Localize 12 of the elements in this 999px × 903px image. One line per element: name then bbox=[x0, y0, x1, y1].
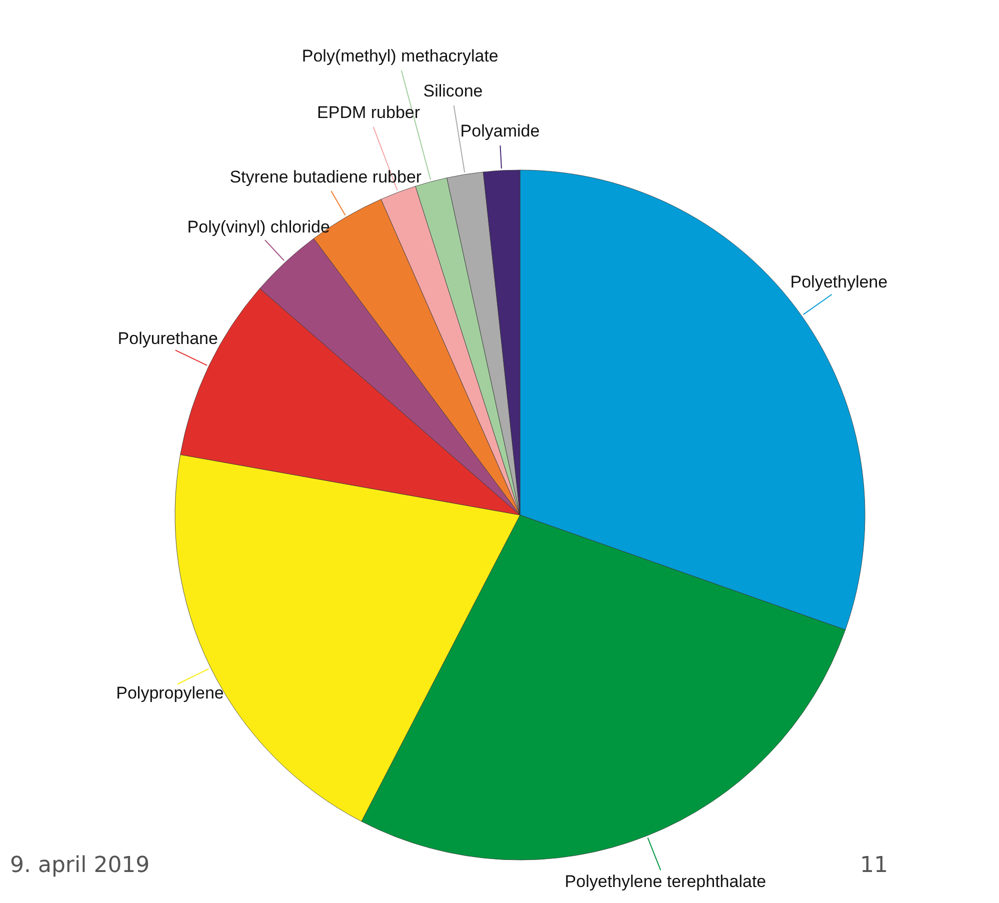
slice-label: Polyamide bbox=[460, 122, 540, 141]
slice-label: Poly(vinyl) chloride bbox=[187, 217, 330, 236]
slice-label: Polyurethane bbox=[118, 329, 218, 348]
slice-label: Styrene butadiene rubber bbox=[230, 168, 422, 187]
slice-label: Polyethylene terephthalate bbox=[564, 872, 766, 891]
slice-label: Polypropylene bbox=[116, 683, 224, 702]
slice-label: Polyethylene bbox=[790, 272, 888, 292]
slice-label: EPDM rubber bbox=[317, 103, 420, 122]
slice-label: Silicone bbox=[423, 81, 483, 100]
text: 9. april 2019 bbox=[10, 853, 150, 878]
slice-label: Poly(methyl) methacrylate bbox=[302, 46, 498, 66]
text: 11 bbox=[860, 853, 888, 878]
